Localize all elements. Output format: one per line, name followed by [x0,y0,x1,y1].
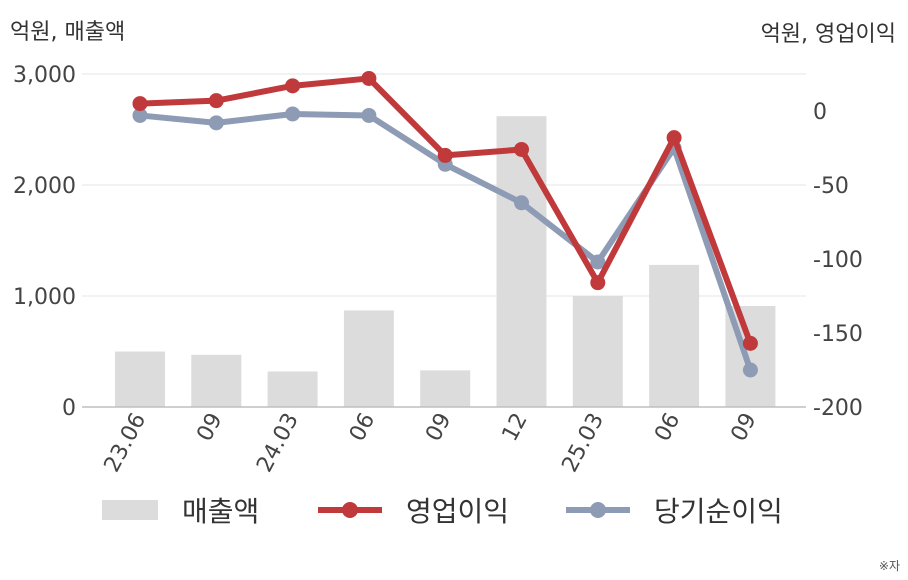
point-operating-profit [361,70,377,86]
point-net-income [742,362,758,378]
x-tick-label: 09 [421,409,456,445]
bar-sales [420,370,471,407]
left-tick-label: 2,000 [13,174,76,199]
footnote: ※자 [878,559,900,573]
legend-label-net-income: 당기순이익 [654,495,783,528]
legend-item-net-income: 당기순이익 [566,490,783,530]
legend: 매출액 영업이익 당기순이익 [0,490,908,540]
bar-sales [649,264,700,407]
x-tick-label: 23.06 [100,409,152,476]
bar-sales [572,296,623,407]
bar-sales [115,351,165,407]
legend-label-operating-profit: 영업이익 [406,495,510,528]
point-operating-profit [514,141,529,157]
point-operating-profit [437,147,453,163]
right-tick-label: -50 [813,174,849,199]
left-tick-label: 0 [62,396,76,421]
left-tick-label: 3,000 [13,63,76,88]
legend-swatch-line-red [318,502,382,518]
right-tick-label: -150 [813,322,863,347]
x-tick-label: 12 [498,409,533,445]
legend-item-sales: 매출액 [102,490,259,530]
point-operating-profit [590,275,606,291]
bar-sales [343,310,394,407]
point-net-income [208,115,224,131]
x-tick-label: 06 [650,409,685,445]
point-net-income [514,195,529,211]
point-net-income [590,254,606,270]
bar-sales [496,116,547,408]
point-net-income [361,107,377,123]
point-net-income [132,107,148,123]
legend-item-operating-profit: 영업이익 [318,490,509,530]
legend-swatch-bar [102,500,158,520]
bar-sales [191,354,242,407]
x-tick-label: 25.03 [557,409,609,476]
combo-chart: 0 1,000 2,000 3,000 -200 -150 -100 -50 0 23.06 09 2… [13,63,863,476]
right-tick-label: -200 [813,396,863,421]
point-operating-profit [742,335,758,351]
right-tick-label: -100 [813,248,863,273]
x-tick-label: 09 [192,409,227,445]
point-operating-profit [132,96,148,112]
x-tick-label: 09 [726,409,761,445]
legend-swatch-line-blue [566,502,630,518]
left-axis-unit-label: 억원, 매출액 [10,20,126,45]
right-tick-label: 0 [813,100,827,125]
point-operating-profit [285,78,301,94]
right-axis-unit-label: 억원, 영업이익 [760,22,896,47]
x-tick-label: 06 [345,409,380,445]
x-tick-label: 24.03 [252,409,304,476]
point-operating-profit [666,130,682,146]
legend-label-sales: 매출액 [182,495,260,528]
point-operating-profit [208,93,224,109]
bar-sales [267,371,318,407]
left-tick-label: 1,000 [13,285,76,310]
point-net-income [285,106,301,122]
